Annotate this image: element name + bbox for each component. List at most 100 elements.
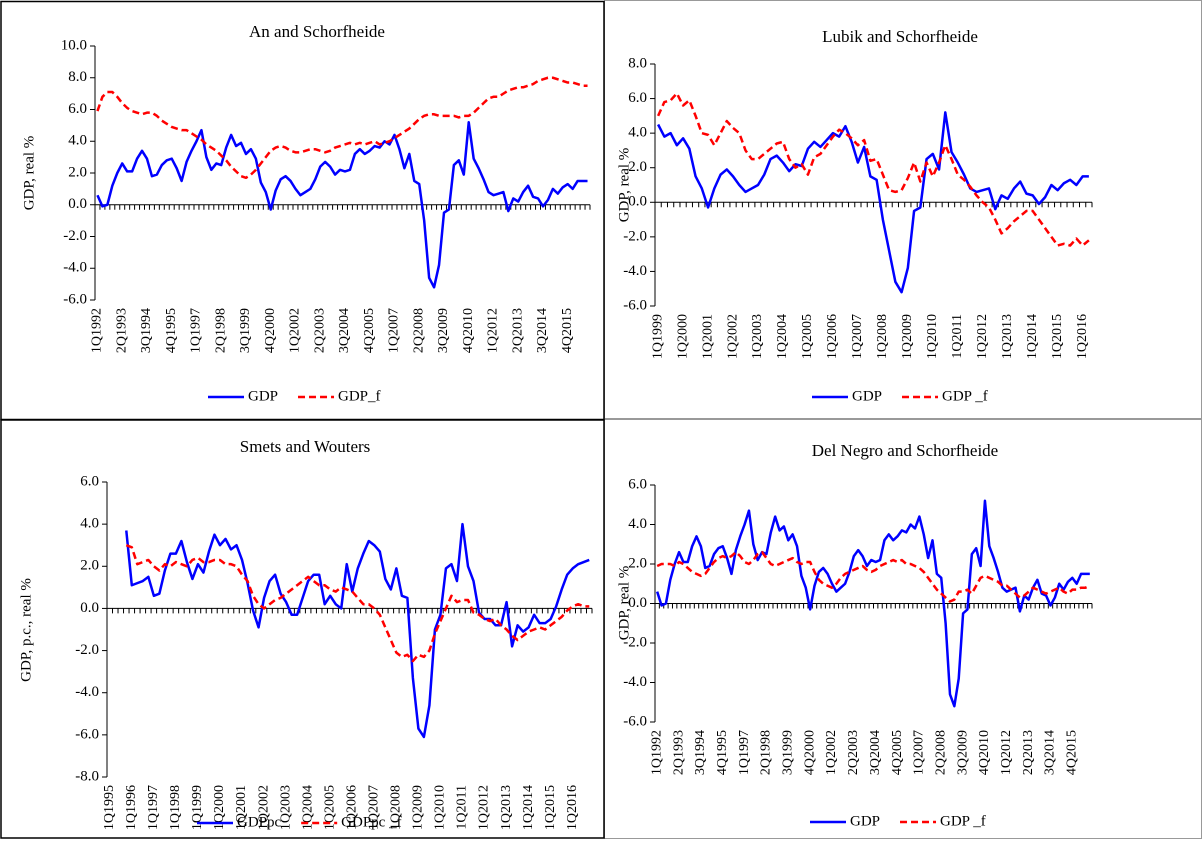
- x-tick-label: 1Q2001: [234, 785, 249, 830]
- y-tick-label: 8.0: [68, 69, 87, 85]
- y-tick-label: -4.0: [63, 260, 87, 276]
- x-tick-label: 4Q1995: [164, 308, 179, 353]
- x-tick-label: 2Q2003: [312, 308, 327, 353]
- x-tick-label: 3Q2009: [436, 308, 451, 353]
- y-tick-label: -2.0: [623, 228, 647, 244]
- y-tick-label: 0.0: [628, 595, 647, 611]
- x-tick-label: 1Q1996: [124, 785, 139, 830]
- x-tick-label: 1Q2002: [288, 308, 303, 353]
- legend-label: GDP: [850, 813, 880, 829]
- x-tick-label: 1Q2002: [824, 730, 839, 775]
- x-tick-label: 3Q2014: [1043, 730, 1058, 775]
- legend-label: GDPpc: [237, 814, 282, 830]
- y-axis-label: GDP, real %: [616, 148, 632, 223]
- x-tick-label: 3Q2009: [955, 730, 970, 775]
- y-tick-label: 6.0: [628, 476, 647, 492]
- x-tick-label: 3Q2004: [868, 730, 883, 775]
- x-tick-label: 1Q2000: [212, 785, 227, 830]
- y-tick-label: 0.0: [628, 194, 647, 210]
- y-tick-label: 2.0: [628, 555, 647, 571]
- x-tick-label: 1Q2003: [278, 785, 293, 830]
- legend-label: GDP_f: [338, 388, 381, 404]
- x-tick-label: 2Q2013: [510, 308, 525, 353]
- x-tick-label: 3Q1994: [693, 730, 708, 775]
- x-tick-label: 1Q2002: [256, 785, 271, 830]
- x-tick-label: 1Q2016: [1075, 314, 1090, 359]
- y-tick-label: -6.0: [63, 291, 87, 307]
- legend-label: GDP _f: [940, 813, 986, 829]
- y-tick-label: -4.0: [623, 674, 647, 690]
- x-tick-label: 1Q2012: [999, 730, 1014, 775]
- x-tick-label: 1Q2002: [725, 314, 740, 359]
- chart-title: Smets and Wouters: [240, 437, 371, 456]
- y-tick-label: -6.0: [75, 726, 99, 742]
- y-tick-label: -2.0: [63, 228, 87, 244]
- x-tick-label: 1Q2010: [925, 314, 940, 359]
- x-tick-label: 1Q2005: [800, 314, 815, 359]
- x-tick-label: 2Q2013: [1021, 730, 1036, 775]
- x-tick-label: 1Q1995: [102, 785, 117, 830]
- y-tick-label: -8.0: [75, 768, 99, 784]
- x-tick-label: 1Q2004: [300, 785, 315, 830]
- x-tick-label: 4Q2010: [977, 730, 992, 775]
- x-tick-label: 1Q1999: [190, 785, 205, 830]
- y-tick-label: 4.0: [628, 516, 647, 532]
- x-tick-label: 1Q2012: [975, 314, 990, 359]
- x-axis: [654, 603, 1093, 609]
- x-tick-label: 1Q2004: [775, 314, 790, 359]
- x-tick-label: 1Q2000: [675, 314, 690, 359]
- x-tick-label: 1Q1997: [146, 785, 161, 830]
- y-tick-label: -2.0: [623, 634, 647, 650]
- y-tick-label: -6.0: [623, 297, 647, 313]
- x-tick-label: 1Q2010: [433, 785, 448, 830]
- y-tick-label: 4.0: [68, 133, 87, 149]
- x-tick-label: 1Q1997: [737, 730, 752, 775]
- x-tick-label: 3Q1999: [781, 730, 796, 775]
- x-axis: [94, 204, 591, 210]
- x-tick-label: 1Q2012: [477, 785, 492, 830]
- chart-title: An and Schorfheide: [249, 22, 385, 41]
- x-tick-label: 1Q2011: [455, 785, 470, 830]
- x-tick-label: 1Q2006: [825, 314, 840, 359]
- x-tick-label: 2Q2008: [411, 308, 426, 353]
- series-line: [657, 111, 1089, 294]
- x-tick-label: 1Q2007: [850, 314, 865, 359]
- x-tick-label: 4Q2005: [890, 730, 905, 775]
- x-axis: [106, 607, 593, 614]
- y-tick-label: -6.0: [623, 713, 647, 729]
- x-tick-label: 1Q2001: [700, 314, 715, 359]
- x-tick-label: 1Q2003: [750, 314, 765, 359]
- y-tick-label: 2.0: [80, 558, 99, 574]
- x-tick-label: 1Q2016: [565, 785, 580, 830]
- x-tick-label: 2Q1993: [671, 730, 686, 775]
- x-tick-label: 2Q2008: [933, 730, 948, 775]
- x-tick-label: 1Q2007: [912, 730, 927, 775]
- chart-title: Del Negro and Schorfheide: [812, 441, 998, 460]
- x-tick-label: 4Q2010: [461, 308, 476, 353]
- x-tick-label: 1Q2014: [1025, 314, 1040, 359]
- x-tick-label: 4Q2015: [1065, 730, 1080, 775]
- x-tick-label: 3Q2004: [337, 308, 352, 353]
- y-tick-label: 6.0: [80, 473, 99, 489]
- legend-label: GDPpc _f: [341, 814, 401, 830]
- y-tick-label: -4.0: [623, 263, 647, 279]
- series-line: [656, 92, 1090, 247]
- series-line: [656, 550, 1091, 603]
- x-tick-label: 2Q1998: [213, 308, 228, 353]
- legend-label: GDP: [248, 388, 278, 404]
- x-tick-label: 1Q2006: [344, 785, 359, 830]
- x-tick-label: 1Q2009: [411, 785, 426, 830]
- x-tick-label: 1Q1992: [90, 308, 105, 353]
- y-tick-label: -4.0: [75, 684, 99, 700]
- x-tick-label: 1Q2008: [389, 785, 404, 830]
- x-tick-label: 3Q1999: [238, 308, 253, 353]
- x-tick-label: 1Q2007: [367, 785, 382, 830]
- x-tick-label: 4Q1995: [715, 730, 730, 775]
- x-tick-label: 1Q2007: [387, 308, 402, 353]
- y-tick-label: 0.0: [80, 600, 99, 616]
- series-line: [125, 544, 590, 663]
- y-tick-label: 10.0: [61, 37, 87, 53]
- x-tick-label: 1Q2013: [499, 785, 514, 830]
- x-tick-label: 1Q1998: [168, 785, 183, 830]
- legend-label: GDP _f: [942, 388, 988, 404]
